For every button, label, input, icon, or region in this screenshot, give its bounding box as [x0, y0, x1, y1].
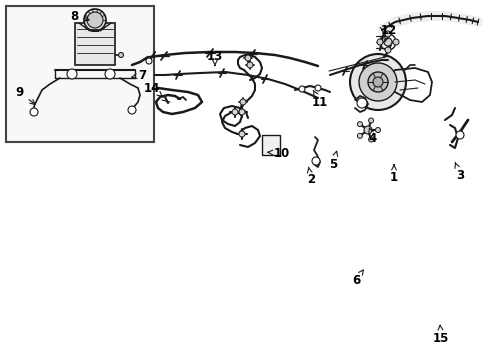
- Circle shape: [244, 55, 250, 61]
- Text: 13: 13: [206, 50, 223, 66]
- Circle shape: [239, 109, 244, 115]
- Circle shape: [240, 99, 245, 105]
- Circle shape: [376, 39, 382, 45]
- Circle shape: [314, 85, 320, 91]
- Circle shape: [367, 72, 387, 92]
- Circle shape: [128, 106, 136, 114]
- Text: 7: 7: [132, 68, 146, 81]
- Text: 1: 1: [389, 165, 397, 184]
- Circle shape: [87, 12, 103, 28]
- Circle shape: [146, 58, 152, 64]
- Circle shape: [368, 118, 373, 123]
- Circle shape: [84, 9, 106, 31]
- Text: 2: 2: [306, 167, 314, 185]
- Text: 3: 3: [454, 163, 463, 181]
- Text: 4: 4: [368, 128, 376, 144]
- Circle shape: [357, 122, 362, 127]
- Circle shape: [363, 126, 371, 134]
- Circle shape: [455, 131, 463, 139]
- Text: 11: 11: [311, 90, 327, 108]
- Circle shape: [67, 69, 77, 79]
- Circle shape: [357, 133, 362, 138]
- Circle shape: [383, 38, 391, 46]
- Circle shape: [372, 77, 382, 87]
- Circle shape: [118, 53, 123, 58]
- Bar: [75, 23, 115, 65]
- Circle shape: [392, 39, 398, 45]
- Text: 15: 15: [432, 325, 448, 345]
- Circle shape: [105, 69, 115, 79]
- Text: 9: 9: [16, 86, 35, 104]
- Circle shape: [358, 63, 396, 101]
- Text: 6: 6: [351, 270, 363, 287]
- Circle shape: [239, 131, 244, 137]
- Circle shape: [384, 31, 390, 37]
- Circle shape: [356, 98, 366, 108]
- Text: 8: 8: [70, 9, 89, 23]
- Circle shape: [375, 127, 380, 132]
- Bar: [6, 6, 154, 142]
- Text: 5: 5: [328, 151, 337, 171]
- Circle shape: [349, 54, 405, 110]
- Text: 12: 12: [380, 23, 396, 42]
- Circle shape: [298, 86, 305, 92]
- Circle shape: [30, 108, 38, 116]
- Circle shape: [368, 137, 373, 142]
- Circle shape: [311, 157, 319, 165]
- Bar: [262, 135, 280, 155]
- Text: 14: 14: [143, 81, 163, 97]
- Circle shape: [384, 47, 390, 53]
- Text: 10: 10: [267, 147, 289, 159]
- Circle shape: [231, 109, 238, 115]
- Circle shape: [246, 62, 252, 68]
